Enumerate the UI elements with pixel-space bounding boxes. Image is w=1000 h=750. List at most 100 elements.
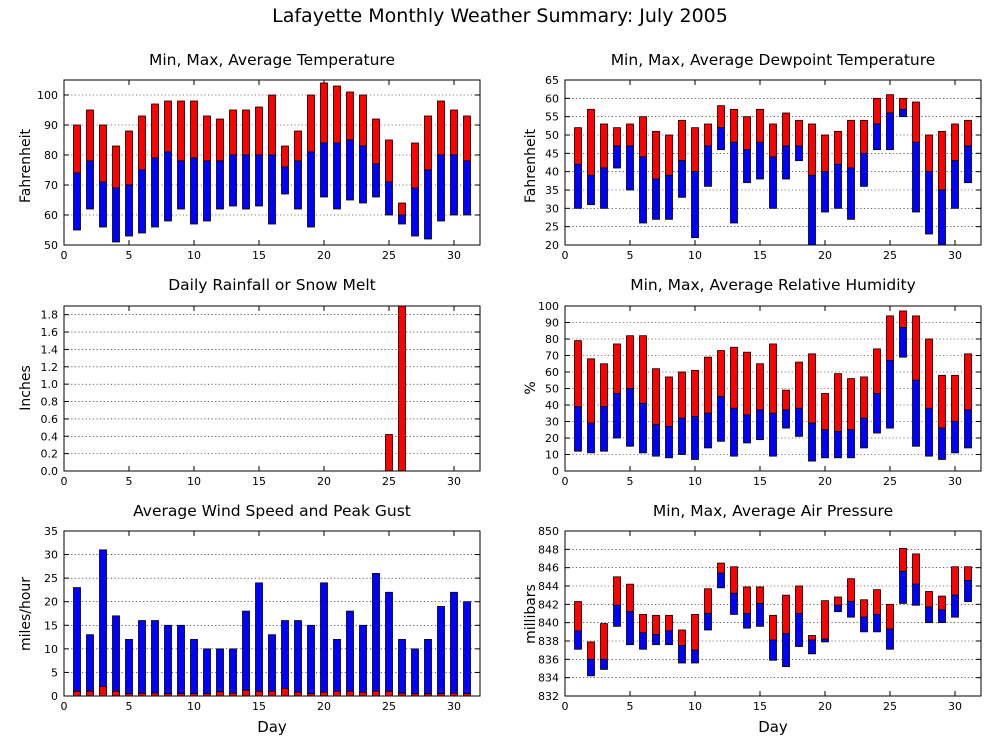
bar-min-day-30 — [450, 154, 458, 216]
bar-min-day-10 — [190, 157, 198, 225]
bar-gust-day-24 — [372, 573, 380, 697]
bar-max-day-28 — [424, 115, 432, 171]
bar-max-day-19 — [808, 635, 816, 641]
bar-gust-day-19 — [307, 624, 315, 697]
bar-avg-day-17 — [281, 688, 289, 697]
bar-max-day-30 — [951, 566, 959, 596]
bar-max-day-1 — [574, 340, 582, 408]
ytick-label: 1.8 — [41, 309, 59, 322]
ytick-label: 70 — [44, 179, 58, 192]
bar-min-day-28 — [925, 606, 933, 624]
bar-max-day-18 — [795, 119, 803, 147]
ytick-label: 30 — [545, 202, 559, 215]
plot-frame — [63, 530, 481, 697]
xlabel-pressure: Day — [758, 718, 788, 736]
bar-min-day-20 — [821, 429, 829, 459]
bar-avg-day-18 — [294, 691, 302, 697]
bar-max-day-22 — [847, 119, 855, 169]
bar-max-day-26 — [899, 310, 907, 328]
bar-gust-day-20 — [320, 582, 328, 697]
bar-min-day-20 — [821, 171, 829, 213]
bar-max-day-26 — [899, 97, 907, 110]
bar-max-day-2 — [587, 641, 595, 660]
bar-min-day-3 — [600, 167, 608, 209]
bar-min-day-2 — [587, 658, 595, 677]
bar-max-day-22 — [847, 378, 855, 431]
bar-min-day-7 — [652, 634, 660, 646]
bar-max-day-8 — [665, 614, 673, 632]
ytick-label: 0.4 — [41, 430, 59, 443]
ytick-label: 5 — [51, 666, 58, 679]
xtick-label: 0 — [61, 249, 68, 262]
ytick-label: 846 — [538, 562, 559, 575]
bar-min-day-21 — [834, 604, 842, 613]
bar-max-day-6 — [138, 115, 146, 171]
bar-max-day-9 — [678, 119, 686, 162]
bar-max-day-25 — [886, 603, 894, 630]
bar-avg-day-25 — [385, 690, 393, 697]
xtick-label: 15 — [252, 700, 266, 713]
panel-title-rainfall: Daily Rainfall or Snow Melt — [168, 276, 376, 294]
ytick-label: 100 — [538, 300, 559, 313]
bar-gust-day-5 — [125, 639, 133, 697]
bar-min-day-17 — [782, 145, 790, 180]
bar-max-day-18 — [795, 585, 803, 614]
bar-min-day-9 — [177, 160, 185, 210]
bar-min-day-6 — [639, 632, 647, 650]
bar-min-day-25 — [886, 360, 894, 429]
bar-rain-day-25 — [385, 434, 393, 472]
bar-min-day-13 — [229, 154, 237, 207]
ytick-label: 848 — [538, 543, 559, 556]
bar-max-day-28 — [925, 338, 933, 409]
bar-rain-day-26 — [398, 305, 406, 472]
bar-max-day-26 — [899, 548, 907, 572]
bar-min-day-23 — [860, 417, 868, 449]
bar-max-day-11 — [704, 356, 712, 414]
bar-avg-day-15 — [255, 690, 263, 697]
bar-max-day-10 — [691, 127, 699, 173]
xtick-label: 30 — [447, 700, 461, 713]
bar-gust-day-25 — [385, 591, 393, 697]
bar-min-day-8 — [665, 174, 673, 220]
bar-max-day-17 — [281, 145, 289, 168]
bar-min-day-8 — [164, 151, 172, 222]
bar-max-day-23 — [359, 94, 367, 147]
bar-min-day-26 — [398, 214, 406, 225]
bar-min-day-25 — [886, 112, 894, 151]
bar-min-day-24 — [873, 123, 881, 151]
xtick-label: 10 — [187, 475, 201, 488]
bar-max-day-14 — [242, 109, 250, 156]
bar-max-day-30 — [951, 374, 959, 422]
bar-max-day-18 — [795, 361, 803, 409]
ytick-label: 50 — [545, 129, 559, 142]
bar-max-day-20 — [821, 393, 829, 431]
bar-min-day-4 — [613, 145, 621, 169]
bar-avg-day-12 — [216, 691, 224, 697]
bar-min-day-9 — [678, 645, 686, 664]
ytick-label: 45 — [545, 147, 559, 160]
ytick-label: 10 — [44, 643, 58, 656]
bar-max-day-21 — [834, 130, 842, 165]
ytick-label: 40 — [545, 399, 559, 412]
ytick-label: 40 — [545, 166, 559, 179]
bar-min-day-5 — [626, 388, 634, 447]
bar-max-day-13 — [730, 108, 738, 143]
ytick-label: 50 — [44, 239, 58, 252]
bar-gust-day-23 — [359, 624, 367, 697]
xtick-label: 10 — [688, 475, 702, 488]
bar-min-day-5 — [626, 145, 634, 191]
ytick-label: 0.6 — [41, 413, 59, 426]
bar-min-day-31 — [964, 145, 972, 184]
bar-min-day-7 — [151, 157, 159, 228]
bar-min-day-19 — [808, 639, 816, 655]
ytick-label: 90 — [44, 119, 58, 132]
bar-min-day-11 — [704, 412, 712, 449]
ytick-label: 70 — [545, 350, 559, 363]
plot-frame — [564, 79, 982, 246]
xtick-label: 15 — [753, 700, 767, 713]
bar-max-day-15 — [255, 106, 263, 156]
ytick-label: 30 — [545, 416, 559, 429]
bar-min-day-12 — [216, 160, 224, 210]
bar-gust-day-3 — [99, 549, 107, 697]
bar-min-day-6 — [639, 156, 647, 224]
